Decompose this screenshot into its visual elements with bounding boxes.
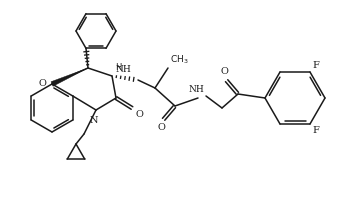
Text: N: N <box>90 116 98 125</box>
Text: O: O <box>157 123 165 132</box>
Text: NH: NH <box>115 65 131 74</box>
Text: F: F <box>312 126 319 135</box>
Polygon shape <box>51 68 88 86</box>
Text: CH$_3$: CH$_3$ <box>170 54 189 66</box>
Text: O: O <box>220 67 228 76</box>
Text: NH: NH <box>188 85 204 94</box>
Text: H: H <box>115 63 121 72</box>
Text: O: O <box>38 78 46 87</box>
Text: F: F <box>312 61 319 70</box>
Text: O: O <box>135 110 143 119</box>
